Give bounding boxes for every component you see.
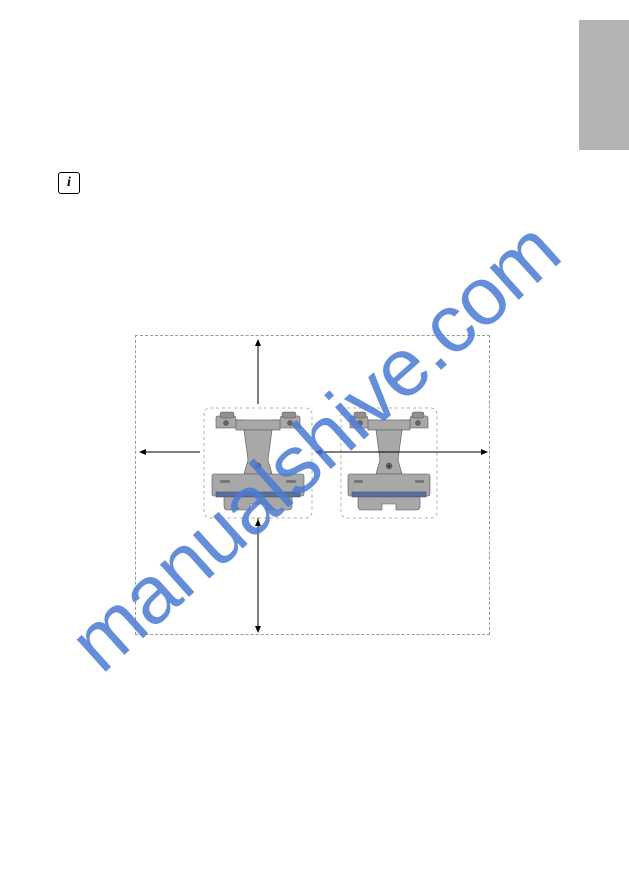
diagram-box [135, 335, 490, 635]
technical-diagram [136, 336, 491, 636]
left-bracket [212, 412, 304, 510]
info-icon: i [58, 172, 80, 194]
info-glyph: i [67, 175, 71, 191]
right-bracket [348, 412, 430, 510]
side-tab [579, 20, 629, 150]
